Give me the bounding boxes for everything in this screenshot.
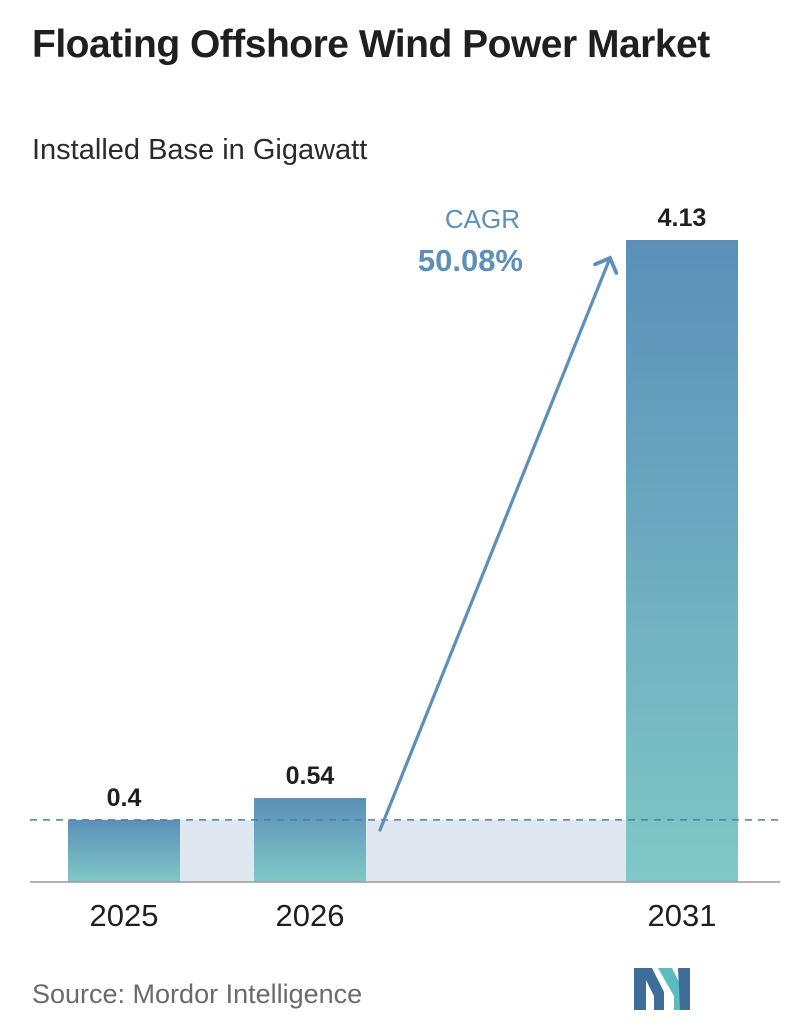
value-label-2031: 4.13 bbox=[658, 204, 707, 232]
value-label-2025: 0.4 bbox=[107, 784, 142, 812]
cagr-label: CAGR bbox=[445, 204, 520, 234]
cagr-value: 50.08% bbox=[418, 243, 523, 278]
source-note: Source: Mordor Intelligence bbox=[32, 979, 363, 1009]
mordor-intelligence-logo-icon bbox=[634, 968, 690, 1010]
chart-title: Floating Offshore Wind Power Market bbox=[32, 23, 710, 66]
bar-2031 bbox=[626, 240, 738, 882]
value-label-2026: 0.54 bbox=[286, 762, 335, 790]
cagr-arrow bbox=[378, 255, 619, 832]
x-tick-label-2025: 2025 bbox=[90, 898, 159, 933]
chart-subtitle: Installed Base in Gigawatt bbox=[32, 134, 368, 166]
x-tick-label-2031: 2031 bbox=[648, 898, 717, 933]
bar-2026 bbox=[254, 798, 366, 882]
bar-2025 bbox=[68, 819, 180, 882]
x-tick-label-2026: 2026 bbox=[276, 898, 345, 933]
reference-band bbox=[180, 819, 626, 882]
